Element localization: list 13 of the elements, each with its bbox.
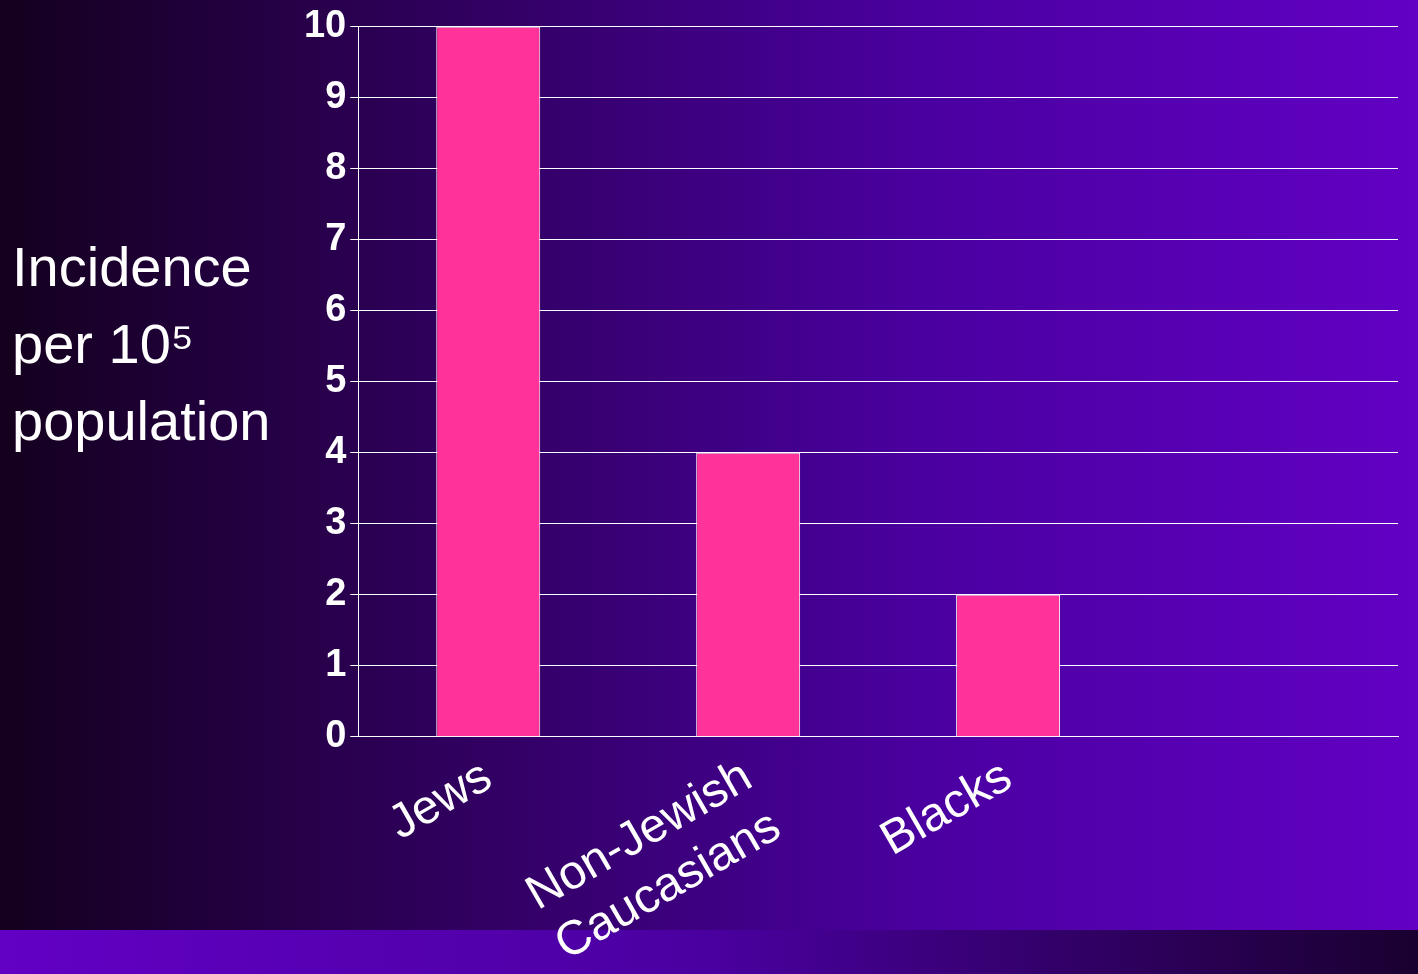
- y-axis-title: Incidence per 10⁵ population: [12, 234, 272, 454]
- y-tick-label: 10: [303, 3, 347, 46]
- y-tick-label: 6: [325, 287, 347, 330]
- y-tick-label: 7: [325, 216, 347, 259]
- x-tick-label: Jews: [378, 748, 500, 849]
- y-tick-label: 2: [325, 571, 347, 614]
- y-tick-label: 3: [325, 500, 347, 543]
- y-tick-label: 0: [325, 713, 347, 756]
- y-tick-label: 9: [325, 74, 347, 117]
- y-tick-label: 4: [325, 429, 347, 472]
- y-tick-label: 1: [325, 642, 347, 685]
- y-tick-label: 8: [325, 145, 347, 188]
- y-tick-label: 5: [325, 358, 347, 401]
